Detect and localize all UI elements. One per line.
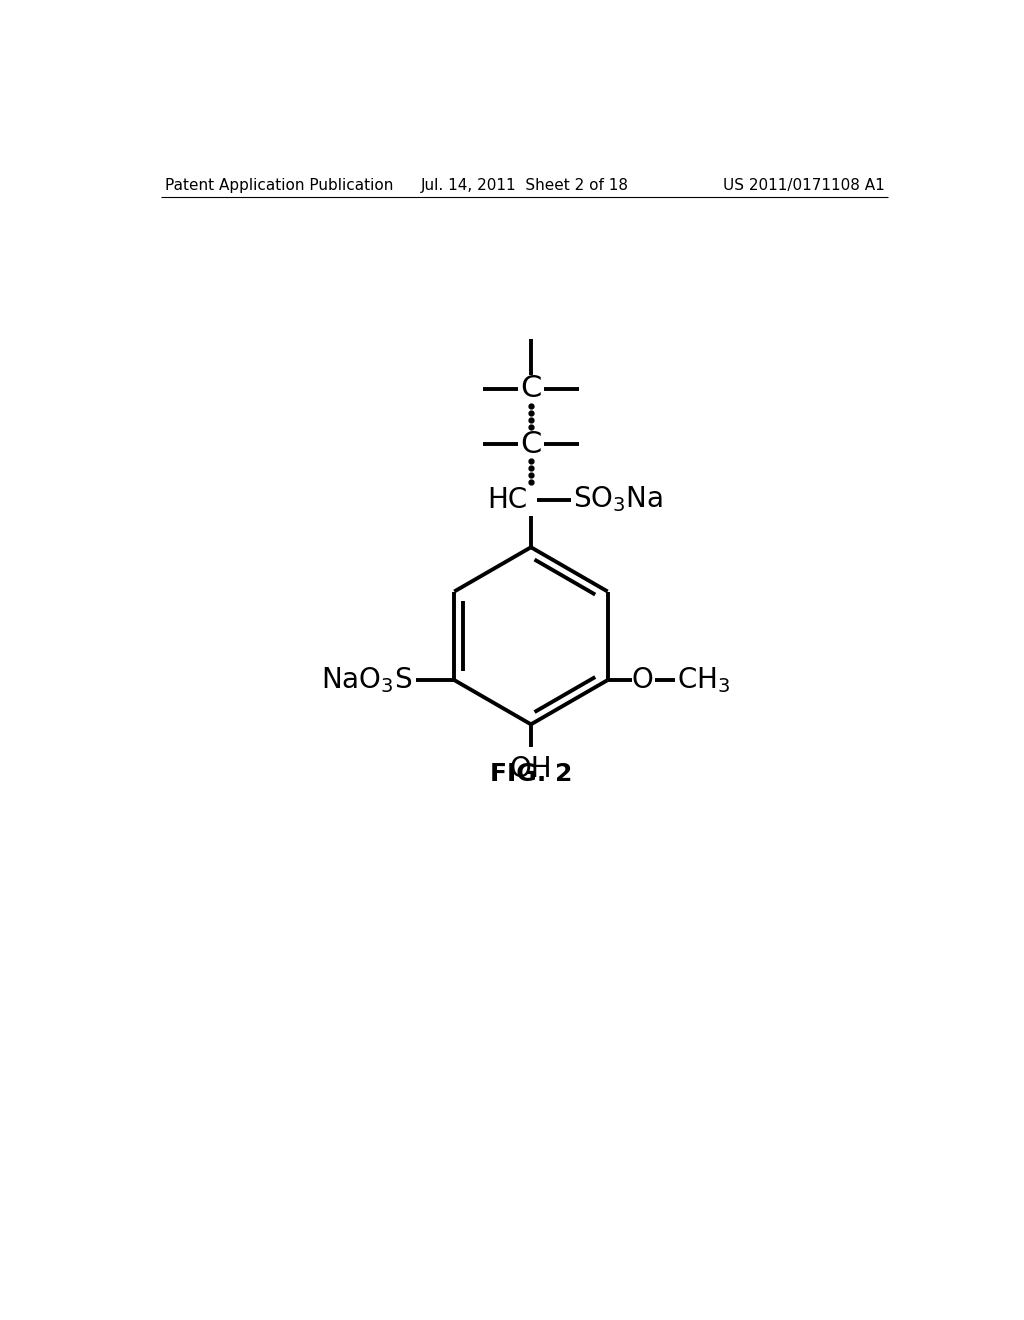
Text: FIG. 2: FIG. 2 — [489, 763, 572, 787]
Text: Jul. 14, 2011  Sheet 2 of 18: Jul. 14, 2011 Sheet 2 of 18 — [421, 178, 629, 193]
Text: US 2011/0171108 A1: US 2011/0171108 A1 — [723, 178, 885, 193]
Text: C: C — [520, 374, 542, 403]
Text: NaO$_3$S: NaO$_3$S — [321, 665, 412, 694]
Text: O: O — [632, 667, 653, 694]
Text: Patent Application Publication: Patent Application Publication — [165, 178, 393, 193]
Text: OH: OH — [510, 755, 552, 783]
Text: C: C — [520, 429, 542, 458]
Text: SO$_3$Na: SO$_3$Na — [573, 484, 664, 515]
Text: CH$_3$: CH$_3$ — [677, 665, 730, 694]
Text: HC: HC — [486, 486, 527, 513]
